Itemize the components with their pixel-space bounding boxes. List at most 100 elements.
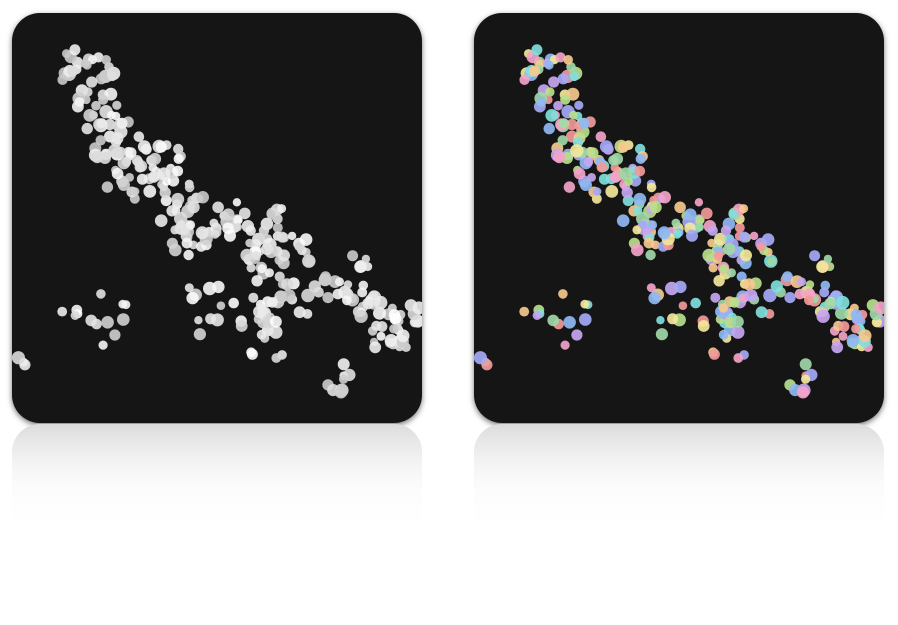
cell-nucleus — [149, 152, 162, 165]
segmented-cell — [609, 171, 622, 183]
cell-nucleus — [354, 260, 367, 273]
segmented-cell — [796, 386, 810, 399]
cell-nucleus — [82, 60, 92, 70]
segmented-cell — [740, 249, 752, 262]
cell-nucleus — [193, 328, 206, 341]
segmented-cell — [631, 243, 644, 257]
cell-nucleus — [245, 225, 256, 236]
segmented-cell — [633, 192, 647, 206]
cell-nucleus — [264, 268, 274, 278]
cell-nucleus — [256, 329, 267, 340]
cell-nucleus — [235, 320, 248, 332]
cell-nucleus — [121, 157, 132, 167]
cell-nucleus — [224, 229, 236, 242]
cell-nucleus — [252, 232, 265, 246]
segmented-cell — [563, 181, 576, 193]
cell-nucleus — [101, 181, 114, 193]
cell-nucleus — [134, 162, 146, 173]
segmented-cell — [557, 73, 569, 85]
cell-nucleus — [184, 182, 195, 193]
segmented-cell — [708, 348, 720, 360]
cell-nucleus — [137, 140, 151, 153]
segmented-cell — [719, 264, 729, 274]
cell-nucleus — [67, 65, 79, 77]
cell-nucleus — [83, 87, 93, 97]
segmented-cell — [560, 94, 571, 105]
segmented-cell — [713, 251, 724, 261]
segmented-cell — [557, 135, 568, 146]
cell-nucleus — [337, 358, 350, 371]
segmented-cell — [621, 186, 633, 199]
segmented-cell — [657, 226, 671, 240]
cell-nucleus — [339, 374, 349, 384]
segmented-cell — [736, 271, 747, 282]
cell-nucleus — [148, 163, 158, 172]
cell-nucleus — [396, 329, 410, 343]
segmented-cell — [697, 320, 710, 332]
segmented-cell — [579, 313, 592, 326]
segmented-cell — [733, 353, 744, 363]
cell-nucleus — [269, 325, 283, 339]
cell-nucleus — [251, 251, 262, 261]
segmented-cell — [553, 100, 563, 111]
cell-nucleus — [95, 73, 107, 85]
segmented-cell — [761, 233, 775, 246]
cell-nucleus — [117, 313, 130, 326]
segmented-cell — [684, 208, 697, 221]
segmented-cell — [756, 242, 766, 252]
cell-nucleus — [195, 226, 209, 240]
cell-nucleus — [159, 186, 171, 199]
segmented-cell — [547, 314, 559, 327]
segmented-cell — [801, 374, 811, 384]
segmented-cell — [820, 280, 831, 291]
segmented-cell — [816, 309, 830, 323]
cell-nucleus — [271, 353, 282, 363]
cell-nucleus — [354, 309, 368, 323]
segmented-cell — [674, 280, 687, 294]
segmented-cell — [579, 178, 592, 191]
segmented-cell — [731, 325, 745, 339]
segmented-cell — [646, 182, 657, 193]
cell-nucleus — [362, 297, 374, 310]
cell-nucleus — [233, 222, 242, 232]
segmented-cell — [858, 329, 872, 343]
segmented-cell — [643, 237, 655, 249]
segmented-cell — [718, 329, 729, 340]
segmented-cell — [519, 306, 530, 317]
segmented-cell — [742, 278, 756, 291]
cell-nucleus — [369, 341, 382, 354]
segmented-cell — [543, 122, 555, 135]
cell-nucleus — [267, 297, 278, 308]
segmented-cell — [616, 214, 630, 227]
cell-nucleus — [170, 225, 180, 235]
cell-nucleus — [257, 264, 267, 274]
segmented-cell — [569, 71, 579, 82]
cell-nucleus — [173, 153, 184, 164]
cell-nucleus — [116, 117, 128, 129]
segmented-cell — [645, 249, 656, 261]
segmented-cell — [702, 248, 716, 262]
segmented-cell — [587, 147, 599, 159]
cell-nucleus — [228, 297, 239, 309]
cell-nucleus — [222, 208, 235, 221]
nuclei-image-panel — [12, 13, 422, 423]
cell-nucleus — [85, 314, 97, 327]
segmented-cell — [707, 225, 718, 236]
nuclei-image-reflection — [12, 424, 422, 539]
segmented-cell — [707, 238, 716, 248]
segmented-cell — [658, 191, 671, 204]
cell-nucleus — [112, 100, 122, 110]
cell-nucleus — [282, 289, 296, 302]
segmented-cell — [729, 297, 740, 308]
segmented-cell — [686, 229, 698, 242]
segmented-cell — [738, 231, 750, 243]
cell-nucleus — [183, 249, 194, 261]
segmented-cell — [838, 321, 850, 332]
cell-nucleus — [136, 173, 148, 185]
segmented-cell — [587, 173, 596, 182]
cell-nucleus — [274, 271, 285, 282]
segmented-cell — [648, 291, 661, 305]
segmented-cell — [532, 311, 542, 320]
cell-nucleus — [69, 44, 81, 56]
cell-nucleus — [246, 348, 258, 360]
